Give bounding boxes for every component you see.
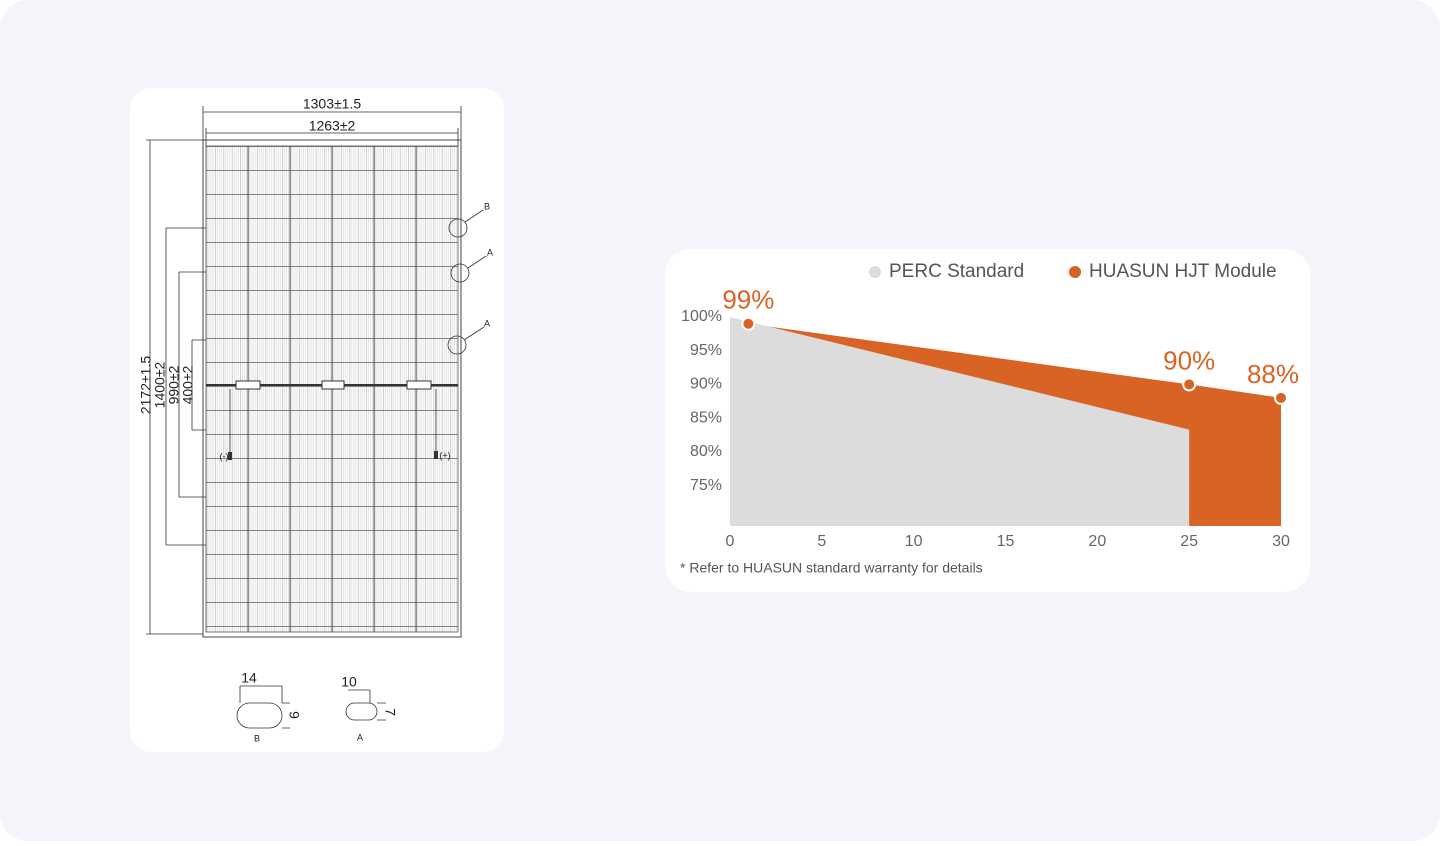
value-label: 90% [1163, 345, 1215, 375]
hole-details: 14 9 B 10 7 A [236, 670, 398, 743]
x-tick-label: 10 [905, 533, 923, 550]
legend-swatch [869, 266, 881, 278]
dimension-label: 1303±1.5 [303, 96, 362, 112]
detail-name: A [357, 732, 363, 742]
terminal-label: (+) [439, 450, 450, 460]
detail-width: 14 [241, 670, 257, 686]
y-tick-label: 80% [690, 443, 722, 460]
x-tick-label: 30 [1272, 533, 1290, 550]
y-tick-label: 85% [690, 409, 722, 426]
module-drawing: 1303±1.5 1263±2 2172±1.5 1400±2 990±2 40… [138, 96, 493, 638]
terminal-label: (-) [220, 451, 229, 461]
callout-label: A [487, 247, 493, 257]
dimension-label: 990±2 [166, 365, 182, 404]
dimension-label: 1263±2 [309, 118, 356, 134]
y-tick-label: 75% [690, 477, 722, 494]
area [730, 317, 1190, 526]
value-label: 88% [1247, 359, 1299, 389]
legend-label: PERC Standard [889, 261, 1024, 282]
footnote: * Refer to HUASUN standard warranty for … [680, 560, 983, 576]
x-tick-label: 0 [726, 533, 735, 550]
x-tick-label: 25 [1180, 533, 1198, 550]
y-tick-label: 90% [690, 376, 722, 393]
dimension-label: 1400±2 [152, 361, 168, 408]
callout-label: B [484, 201, 490, 211]
y-tick-label: 100% [681, 308, 722, 325]
detail-height: 9 [286, 711, 302, 719]
detail-height: 7 [382, 708, 398, 716]
x-tick-label: 5 [817, 533, 826, 550]
detail-name: B [254, 733, 260, 743]
legend-label: HUASUN HJT Module [1089, 261, 1277, 282]
value-label: 99% [722, 285, 774, 315]
x-tick-label: 15 [997, 533, 1015, 550]
x-tick-label: 20 [1088, 533, 1106, 550]
detail-width: 10 [341, 674, 357, 690]
dimension-label: 400±2 [180, 365, 196, 404]
point [741, 316, 756, 331]
y-tick-label: 95% [690, 342, 722, 359]
callout-label: A [484, 318, 490, 328]
dimension-label: 2172±1.5 [138, 356, 154, 415]
point [1274, 390, 1288, 405]
point [1182, 377, 1197, 392]
legend-swatch [1069, 266, 1081, 278]
